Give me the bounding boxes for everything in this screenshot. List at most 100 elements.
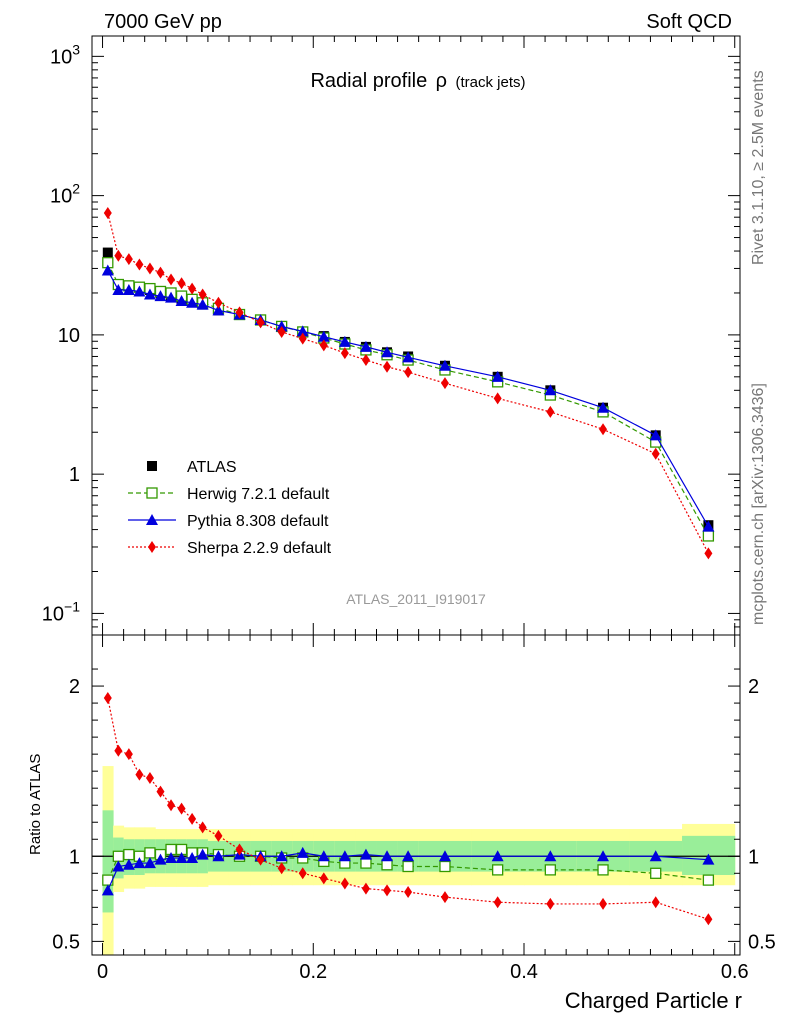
- ratio-sherpa-point: [124, 748, 133, 761]
- ratio-pythia-point: [649, 850, 662, 862]
- ratio-y-tick-label-right: 0.5: [748, 931, 776, 953]
- ratio-sherpa-point: [599, 897, 608, 910]
- chart-title-symbol: ρ: [436, 70, 447, 92]
- ratio-pythia-point: [212, 850, 225, 862]
- main-sherpa-point: [651, 447, 660, 460]
- ratio-sherpa-point: [340, 877, 349, 890]
- ratio-sherpa-point: [198, 821, 207, 834]
- main-sherpa-point: [167, 273, 176, 286]
- main-pythia-point: [702, 520, 715, 532]
- ratio-sherpa-point: [704, 913, 713, 926]
- ratio-plot-border: [91, 634, 741, 956]
- ratio-pythia-point: [544, 850, 557, 862]
- ratio-herwig-point: [144, 847, 156, 859]
- ratio-herwig-point: [492, 864, 504, 876]
- main-sherpa-point: [404, 366, 413, 379]
- x-tick-label: 0: [97, 961, 108, 983]
- main-pythia-point: [186, 296, 199, 308]
- main-sherpa-point: [546, 405, 555, 418]
- y-tick-base: 10: [50, 186, 72, 208]
- y-tick-label: 10: [58, 325, 80, 347]
- legend: ATLAS Herwig 7.2.1 default Pythia 8.308 de…: [128, 459, 332, 557]
- y-tick-exponent: −1: [64, 598, 80, 614]
- main-pythia-point: [133, 285, 146, 297]
- ratio-sherpa-point: [156, 785, 165, 798]
- y-tick-label: 10−1: [42, 598, 80, 625]
- main-pythia-point: [438, 359, 451, 371]
- ratio-pythia-point: [101, 884, 114, 896]
- main-pythia-point: [101, 264, 114, 276]
- ratio-sherpa-point: [651, 896, 660, 909]
- ratio-pythia-point: [186, 851, 199, 863]
- y-tick-label: 1: [69, 464, 80, 486]
- ratio-sherpa-point: [167, 799, 176, 812]
- ratio-pythia-point: [133, 857, 146, 869]
- chart-title-main: Radial profile: [310, 70, 427, 92]
- ratio-sherpa-point: [103, 691, 112, 704]
- ratio-pythia-point: [381, 850, 394, 862]
- ratio-pythia-point: [402, 850, 415, 862]
- legend-atlas-label: ATLAS: [187, 459, 237, 476]
- main-pythia-point: [112, 284, 125, 296]
- main-pythia-point: [649, 429, 662, 441]
- main-sherpa-point: [493, 392, 502, 405]
- ratio-herwig-point: [439, 860, 451, 873]
- x-axis-label: Charged Particle r: [565, 988, 742, 1013]
- main-sherpa-point: [298, 332, 307, 345]
- x-tick-label: 0.2: [299, 961, 327, 983]
- main-pythia-point: [165, 291, 178, 303]
- ratio-sherpa-point: [256, 853, 265, 866]
- ratio-y-label: Ratio to ATLAS: [27, 754, 44, 855]
- ratio-sherpa-point: [383, 884, 392, 897]
- ratio-sherpa-point: [177, 802, 186, 815]
- ratio-pythia-point: [317, 850, 330, 862]
- ratio-herwig-point: [402, 860, 414, 873]
- ratio-y-tick-label: 2: [69, 676, 80, 698]
- y-tick-base: 10: [42, 603, 64, 625]
- main-sherpa-point: [188, 282, 197, 295]
- main-pythia-point: [212, 304, 225, 316]
- ratio-pythia-point: [275, 850, 288, 862]
- main-pythia-point: [296, 325, 309, 337]
- ratio-sherpa-point: [188, 812, 197, 825]
- ratio-herwig-point: [360, 857, 372, 869]
- ratio-herwig-point: [597, 864, 609, 876]
- main-pythia-point: [597, 401, 610, 413]
- ratio-y-tick-label: 0.5: [52, 931, 80, 953]
- legend-sherpa-marker: [148, 541, 156, 553]
- ratio-y-tick-label-right: 1: [748, 846, 759, 868]
- main-sherpa-point: [103, 207, 112, 220]
- legend-pythia-marker: [146, 514, 158, 525]
- main-pythia-point: [175, 295, 188, 307]
- main-sherpa-point: [114, 249, 123, 262]
- main-pythia-point: [275, 320, 288, 332]
- chart-title-sub: (track jets): [456, 74, 526, 91]
- ratio-sherpa-point: [235, 843, 244, 856]
- ratio-herwig-point: [112, 850, 124, 862]
- ratio-pythia-point: [122, 858, 135, 870]
- main-pythia-point: [544, 384, 557, 396]
- ratio-sherpa-point: [319, 872, 328, 885]
- ratio-pythia-point: [175, 851, 188, 863]
- ratio-sherpa-point: [546, 897, 555, 910]
- main-pythia-point: [381, 346, 394, 358]
- main-sherpa-point: [235, 306, 244, 319]
- ratio-sherpa-point: [114, 744, 123, 757]
- mcplots-label: mcplots.cern.ch [arXiv:1306.3436]: [750, 383, 767, 625]
- data-series: [101, 207, 715, 926]
- main-sherpa-point: [256, 316, 265, 329]
- y-tick-base: 10: [50, 46, 72, 68]
- ratio-pythia-point: [196, 848, 209, 860]
- y-tick-exponent: 3: [72, 41, 80, 57]
- ratio-sherpa-point: [214, 829, 223, 842]
- ratio-pythia-point: [296, 846, 309, 858]
- ratio-sherpa-point: [440, 891, 449, 904]
- ratio-herwig-point: [702, 874, 715, 886]
- main-herwig-point: [702, 530, 715, 542]
- header-left: 7000 GeV pp: [104, 11, 222, 33]
- ratio-pythia-point: [597, 850, 610, 862]
- main-sherpa-point: [135, 258, 144, 271]
- ratio-sherpa-point: [361, 882, 370, 895]
- y-tick-exponent: 2: [72, 181, 80, 197]
